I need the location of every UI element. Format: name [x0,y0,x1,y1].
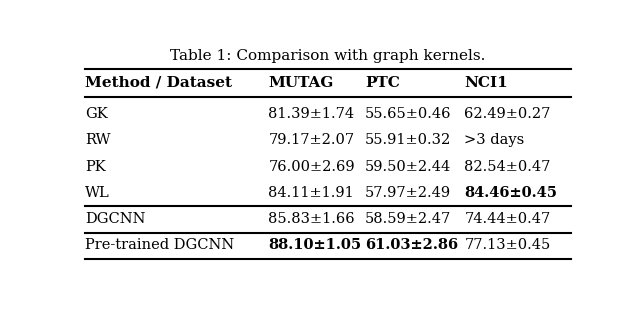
Text: 81.39±1.74: 81.39±1.74 [269,107,355,121]
Text: GK: GK [85,107,108,121]
Text: 85.83±1.66: 85.83±1.66 [269,212,355,226]
Text: Pre-trained DGCNN: Pre-trained DGCNN [85,238,234,252]
Text: 62.49±0.27: 62.49±0.27 [465,107,551,121]
Text: WL: WL [85,186,109,200]
Text: 74.44±0.47: 74.44±0.47 [465,212,550,226]
Text: 88.10±1.05: 88.10±1.05 [269,238,362,252]
Text: >3 days: >3 days [465,133,525,147]
Text: 79.17±2.07: 79.17±2.07 [269,133,355,147]
Text: 55.91±0.32: 55.91±0.32 [365,133,451,147]
Text: NCI1: NCI1 [465,76,508,90]
Text: Table 1: Comparison with graph kernels.: Table 1: Comparison with graph kernels. [170,49,486,63]
Text: PK: PK [85,160,106,174]
Text: 84.11±1.91: 84.11±1.91 [269,186,354,200]
Text: 76.00±2.69: 76.00±2.69 [269,160,355,174]
Text: RW: RW [85,133,111,147]
Text: 57.97±2.49: 57.97±2.49 [365,186,451,200]
Text: 55.65±0.46: 55.65±0.46 [365,107,452,121]
Text: DGCNN: DGCNN [85,212,145,226]
Text: MUTAG: MUTAG [269,76,334,90]
Text: 58.59±2.47: 58.59±2.47 [365,212,451,226]
Text: 82.54±0.47: 82.54±0.47 [465,160,551,174]
Text: 84.46±0.45: 84.46±0.45 [465,186,557,200]
Text: Method / Dataset: Method / Dataset [85,76,232,90]
Text: 77.13±0.45: 77.13±0.45 [465,238,550,252]
Text: 59.50±2.44: 59.50±2.44 [365,160,451,174]
Text: PTC: PTC [365,76,400,90]
Text: 61.03±2.86: 61.03±2.86 [365,238,458,252]
